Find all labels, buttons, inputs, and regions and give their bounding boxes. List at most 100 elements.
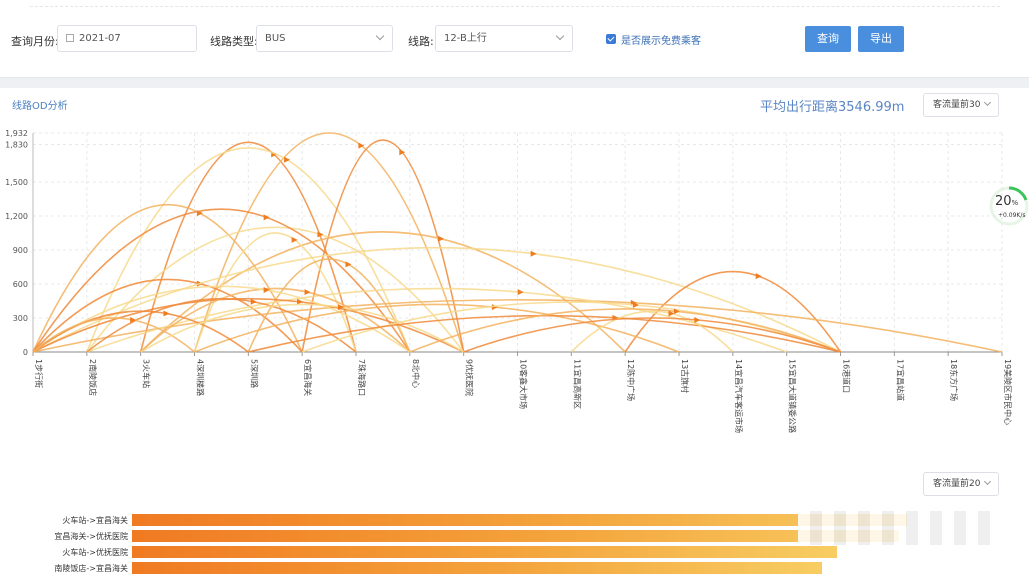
x-tick-label: 8北中心 [411,359,421,388]
x-tick-label: 14宜昌汽车客运市场 [734,359,744,433]
x-tick-label: 11宜昌高新区 [572,359,582,409]
y-tick-label: 300 [13,314,28,323]
od-flow-arc [32,246,841,353]
flow-arrow [337,304,344,311]
free-passenger-checkbox[interactable] [606,34,616,44]
y-tick-label: 1,932 [5,129,28,138]
x-tick-label: 13古旗村 [680,359,690,393]
month-picker[interactable]: 2021-07 [57,25,197,52]
od-flow-arc [193,232,357,353]
y-tick-label: 900 [13,246,28,255]
od-flow-arc [86,147,411,353]
x-tick-label: 4深圳楼路 [196,359,206,396]
od-flow-arc [570,310,734,353]
bar-fill [132,530,900,542]
flow-arrow [291,236,298,243]
od-flow-arc [301,301,841,353]
bar-fill [132,514,907,526]
x-tick-label: 3火车站 [142,359,152,388]
od-flow-arc [140,287,411,353]
flow-arrow [297,298,304,305]
flow-arrow [345,261,352,268]
x-tick-label: 15宜昌大道镇委公路 [788,359,798,433]
flow-arrow [438,235,445,242]
od-flow-arc [32,299,1003,353]
flow-arrow [673,308,680,315]
od-flow-arc [86,297,357,353]
x-tick-label: 16港道口 [842,359,852,393]
gauge-rate: +0.09K/s [998,212,1026,219]
od-flow-arc [32,297,465,353]
od-flow-arc [463,317,841,353]
top20-select[interactable]: 客流量前20 [923,472,999,496]
x-tick-label: 6宜昌海关 [303,359,313,396]
x-tick-label: 7珠海路口 [357,359,367,396]
flow-arrow [517,289,524,296]
gauge-percent-unit: % [1011,199,1019,207]
flow-arrow [250,298,257,305]
x-tick-label: 18东方广场 [949,359,959,401]
od-flow-arc [409,308,841,353]
flow-arrow [755,273,762,280]
bar-label: 南陵饭店->宜昌海关 [54,564,128,573]
y-tick-label: 1,500 [5,178,28,187]
y-tick-label: 1,830 [5,141,28,150]
flow-arrow [668,310,675,317]
route-select[interactable]: 12-B上行 [435,25,573,52]
od-flow-arc [139,141,357,353]
od-flow-arc [32,317,196,353]
flow-arrow [530,250,537,257]
od-flow-arc [32,204,303,353]
flow-arrow [284,156,291,163]
x-tick-label: 17宜昌站道 [895,359,905,401]
section-title: 线路OD分析 [12,101,68,112]
od-flow-arc [32,285,411,353]
flow-arrow [163,310,170,317]
top20-value: 客流量前20 [933,479,981,489]
route-label: 线路: [408,35,434,48]
od-flow-arc [247,258,411,353]
bar-label: 火车站->优抚医院 [62,548,128,557]
flow-arrow [632,301,639,308]
flow-arrow [263,287,270,294]
top-flow-select[interactable]: 客流量前30 [923,93,999,117]
od-flow-arc [140,231,626,353]
od-flow-arc [193,132,465,353]
x-tick-label: 9优抚医院 [465,359,475,396]
od-flow-arc [32,278,303,353]
gauge-ring [989,186,1029,226]
gauge-percent: 20% [995,194,1018,209]
x-tick-label: 2南陵饭店 [88,359,98,396]
od-flow-arc [32,208,411,353]
flow-arrow [694,316,701,323]
chevron-down-icon [375,31,385,41]
flow-arrow [130,316,137,323]
avg-distance: 平均出行距离3546.99m [760,100,905,115]
od-flow-arc [248,314,841,353]
top-flow-value: 客流量前30 [933,100,981,110]
export-button[interactable]: 导出 [858,26,904,52]
blurred-values [798,511,998,545]
query-button[interactable]: 查询 [805,26,851,52]
od-flow-arc [194,303,680,353]
bar-label: 火车站->宜昌海关 [62,516,128,525]
od-flow-arc [301,139,465,353]
od-flow-arc [86,226,465,353]
route-value: 12-B上行 [444,33,487,44]
y-tick-label: 600 [13,280,28,289]
x-tick-label: 19美陵区市民中心 [1003,359,1013,425]
route-type-select[interactable]: BUS [256,25,393,52]
od-flow-arc [32,310,249,353]
chevron-down-icon [983,98,992,107]
flow-arrow [358,142,365,149]
x-tick-label: 5深圳路 [249,359,259,388]
x-tick-label: 12陈中广场 [626,359,636,401]
progress-gauge: 20% +0.09K/s [988,183,1029,229]
bar-label: 宜昌海关->优抚医院 [54,532,128,541]
od-flow-arc [140,303,465,353]
x-tick-label: 10客鑫大市场 [519,359,529,409]
calendar-icon [66,34,74,42]
chevron-down-icon [983,477,992,486]
x-tick-label: 1步行街 [34,359,44,388]
free-passenger-label[interactable]: 是否展示免费乘客 [621,36,701,47]
